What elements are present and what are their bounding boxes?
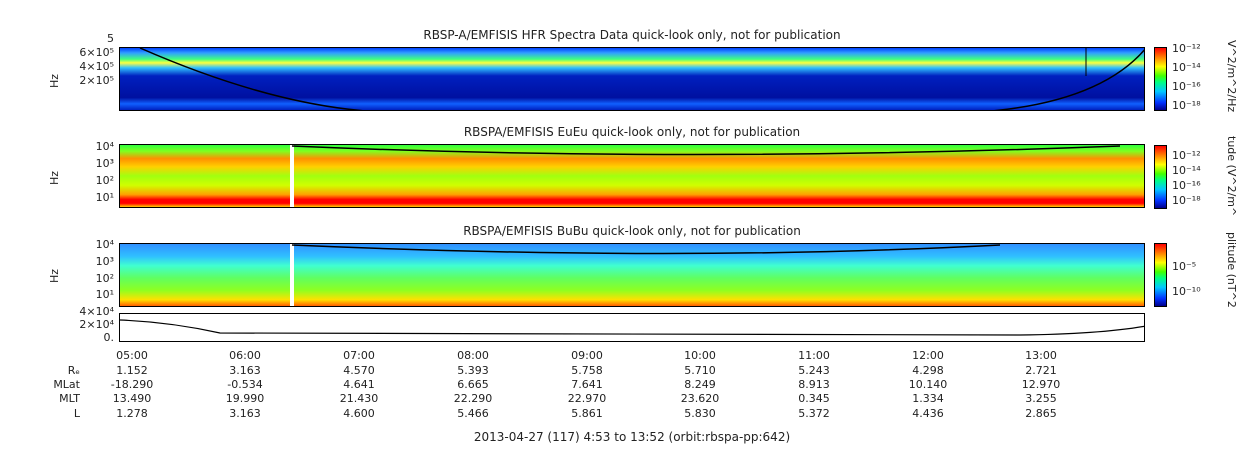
ephemeris-row-label: MLat xyxy=(53,378,80,391)
ephemeris-value: 4.298 xyxy=(912,364,944,377)
hfr-spectrogram xyxy=(119,47,1145,111)
x-tick-label: 07:00 xyxy=(343,349,375,362)
ephemeris-value: 3.163 xyxy=(229,364,261,377)
colorbar-1 xyxy=(1154,47,1167,111)
x-tick-label: 12:00 xyxy=(912,349,944,362)
ephemeris-value: 22.290 xyxy=(453,392,493,405)
ephemeris-value: 10.140 xyxy=(908,378,948,391)
ephemeris-value: 13.490 xyxy=(112,392,152,405)
ephemeris-value: 4.600 xyxy=(343,407,375,420)
ytick: 10² xyxy=(95,174,114,187)
ephemeris-value: 0.345 xyxy=(798,392,830,405)
ephemeris-value: 5.830 xyxy=(684,407,716,420)
ephemeris-value: 6.665 xyxy=(457,378,489,391)
cbar-label: tude (V^2/m^ xyxy=(1225,136,1238,217)
ephemeris-value: -18.290 xyxy=(110,378,154,391)
ytick: 4×10⁴ xyxy=(79,305,114,318)
ephemeris-value: 22.970 xyxy=(567,392,607,405)
panel2-ylabel: Hz xyxy=(48,170,61,185)
footer-time-range: 2013-04-27 (117) 4:53 to 13:52 (orbit:rb… xyxy=(473,430,791,444)
cbar-label: plitude (nT^2 xyxy=(1225,232,1238,308)
ephemeris-value: 4.436 xyxy=(912,407,944,420)
panel1-title: RBSP-A/EMFISIS HFR Spectra Data quick-lo… xyxy=(423,28,841,42)
ephemeris-value: 1.334 xyxy=(912,392,944,405)
cbar-tick: 10⁻¹² xyxy=(1172,149,1201,162)
ytick: 0. xyxy=(103,331,115,344)
ephemeris-value: 21.430 xyxy=(339,392,379,405)
ephemeris-value: 5.710 xyxy=(684,364,716,377)
ephemeris-value: 2.865 xyxy=(1025,407,1057,420)
ephemeris-row-label: Rₑ xyxy=(67,364,80,377)
bubu-spectrogram xyxy=(119,243,1145,307)
ytick: 5 xyxy=(107,32,114,45)
ytick: 4×10⁵ xyxy=(79,60,114,73)
cbar-tick: 10⁻¹⁴ xyxy=(1172,61,1201,74)
ephemeris-row-label: L xyxy=(73,407,80,420)
ephemeris-value: 5.861 xyxy=(571,407,603,420)
ephemeris-value: -0.534 xyxy=(227,378,263,391)
cbar-tick: 10⁻¹⁶ xyxy=(1172,179,1201,192)
ytick: 10³ xyxy=(95,157,114,170)
panel3-title: RBSPA/EMFISIS BuBu quick-look only, not … xyxy=(463,224,801,238)
ephemeris-value: 4.570 xyxy=(343,364,375,377)
cbar-tick: 10⁻⁵ xyxy=(1172,260,1197,273)
ephemeris-value: 12.970 xyxy=(1021,378,1061,391)
x-tick-label: 11:00 xyxy=(798,349,830,362)
colorbar-3 xyxy=(1154,243,1167,307)
ytick: 10¹ xyxy=(95,288,114,301)
ephemeris-value: 5.466 xyxy=(457,407,489,420)
eueu-spectrogram xyxy=(119,144,1145,208)
ytick: 10¹ xyxy=(95,191,114,204)
ephemeris-value: 19.990 xyxy=(225,392,265,405)
cbar-tick: 10⁻¹⁶ xyxy=(1172,80,1201,93)
ytick: 6×10⁵ xyxy=(79,46,114,59)
cbar-tick: 10⁻¹⁸ xyxy=(1172,194,1201,207)
colorbar-2 xyxy=(1154,145,1167,209)
ephemeris-value: 3.163 xyxy=(229,407,261,420)
ytick: 10⁴ xyxy=(95,238,114,251)
ytick: 10³ xyxy=(95,255,114,268)
ephemeris-value: 1.152 xyxy=(116,364,148,377)
cbar-tick: 10⁻¹² xyxy=(1172,42,1201,55)
x-tick-label: 09:00 xyxy=(571,349,603,362)
ephemeris-value: 4.641 xyxy=(343,378,375,391)
ephemeris-value: 5.758 xyxy=(571,364,603,377)
cbar-tick: 10⁻¹⁴ xyxy=(1172,164,1201,177)
ytick: 2×10⁵ xyxy=(79,74,114,87)
ephemeris-value: 5.243 xyxy=(798,364,830,377)
ephemeris-value: 3.255 xyxy=(1025,392,1057,405)
x-tick-label: 08:00 xyxy=(457,349,489,362)
altitude-line-plot xyxy=(119,313,1145,342)
ephemeris-value: 7.641 xyxy=(571,378,603,391)
ephemeris-value: 23.620 xyxy=(680,392,720,405)
x-tick-label: 13:00 xyxy=(1025,349,1057,362)
ytick: 10⁴ xyxy=(95,140,114,153)
ephemeris-row-label: MLT xyxy=(59,392,80,405)
ephemeris-value: 5.393 xyxy=(457,364,489,377)
ytick: 2×10⁴ xyxy=(79,318,114,331)
panel1-ylabel: Hz xyxy=(48,73,61,88)
panel2-title: RBSPA/EMFISIS EuEu quick-look only, not … xyxy=(463,125,801,139)
panel3-ylabel: Hz xyxy=(48,268,61,283)
x-tick-label: 05:00 xyxy=(116,349,148,362)
ephemeris-value: 8.913 xyxy=(798,378,830,391)
ephemeris-value: 8.249 xyxy=(684,378,716,391)
ephemeris-value: 2.721 xyxy=(1025,364,1057,377)
ephemeris-value: 1.278 xyxy=(116,407,148,420)
ytick: 10² xyxy=(95,272,114,285)
ephemeris-value: 5.372 xyxy=(798,407,830,420)
cbar-label: V^2/m^2/Hz xyxy=(1225,40,1238,113)
cbar-tick: 10⁻¹⁸ xyxy=(1172,99,1201,112)
x-tick-label: 06:00 xyxy=(229,349,261,362)
x-tick-label: 10:00 xyxy=(684,349,716,362)
cbar-tick: 10⁻¹⁰ xyxy=(1172,285,1201,298)
